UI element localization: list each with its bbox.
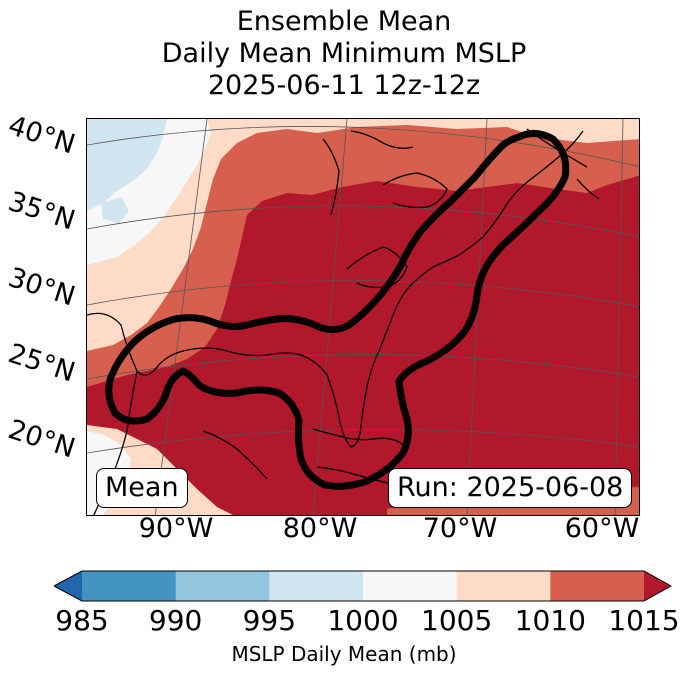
lat-label-35: 35°N [4, 186, 79, 237]
field-1005-1010 [87, 119, 639, 515]
lon-label-70w: 70°W [422, 513, 498, 544]
title-line-1: Ensemble Mean [236, 6, 452, 37]
colorbar-extend-high [644, 571, 671, 601]
colorbar-tick-label: 985 [55, 604, 109, 637]
colorbar-tick-label: 995 [242, 604, 297, 637]
lon-label-80w: 80°W [282, 513, 358, 544]
colorbar-segment [363, 571, 458, 601]
lon-label-90w: 90°W [138, 513, 214, 544]
title-line-3: 2025-06-11 12z-12z [207, 70, 481, 101]
colorbar-segment [456, 571, 551, 601]
lon-label-60w: 60°W [564, 513, 640, 544]
colorbar-segment [175, 571, 270, 601]
map-panel [86, 118, 640, 516]
colorbar-tick-label: 1005 [421, 604, 493, 637]
colorbar-tick-label: 1000 [327, 604, 399, 637]
field-990-995-patch [101, 197, 129, 223]
map-canvas [87, 119, 639, 515]
run-date-label-box: Run: 2025-06-08 [388, 468, 633, 508]
colorbar-tick-label: 1010 [514, 604, 586, 637]
colorbar-outline [54, 570, 672, 602]
colorbar-segment [550, 571, 645, 601]
mean-label-box: Mean [96, 468, 188, 508]
colorbar-tick-label: 1015 [608, 604, 680, 637]
colorbar [54, 570, 672, 602]
colorbar-segment [269, 571, 364, 601]
mean-contour [105, 130, 570, 490]
colorbar-tick-label: 990 [148, 604, 203, 637]
lat-label-30: 30°N [4, 262, 79, 313]
colorbar-label: MSLP Daily Mean (mb) [231, 642, 457, 666]
title-line-2: Daily Mean Minimum MSLP [161, 38, 527, 69]
lat-label-20: 20°N [4, 414, 79, 465]
lat-label-25: 25°N [4, 338, 79, 389]
colorbar-extend-low [54, 571, 82, 601]
colorbar-segment [82, 571, 177, 601]
lat-label-40: 40°N [4, 110, 79, 161]
graticule [87, 119, 639, 515]
